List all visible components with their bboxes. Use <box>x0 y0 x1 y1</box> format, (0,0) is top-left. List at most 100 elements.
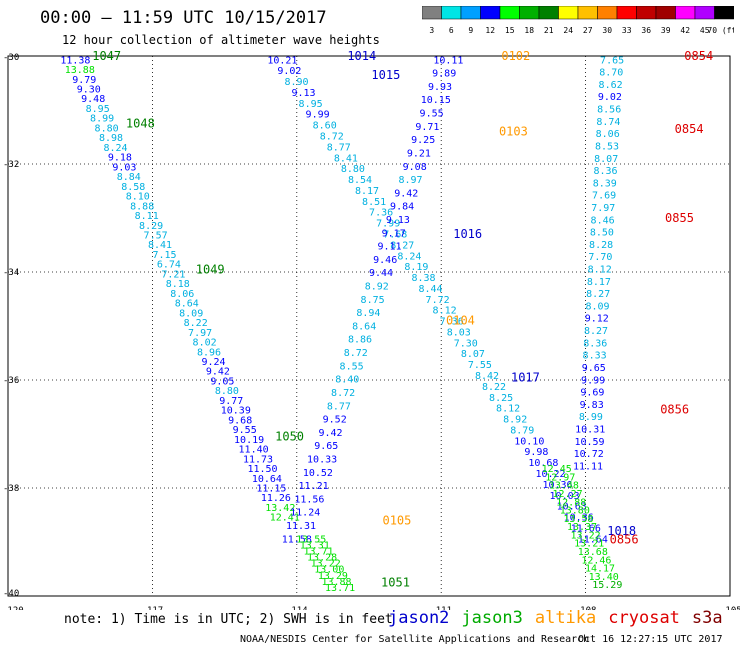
wave-height-label: 10.31 <box>575 425 605 436</box>
scale-tick-label: 33 <box>622 26 632 35</box>
wave-height-label: 13.37 <box>567 522 597 533</box>
wave-height-label: 13.88 <box>321 577 351 588</box>
wave-height-label: 8.07 <box>461 349 485 360</box>
x-tick-label: -105 <box>720 606 740 610</box>
wave-height-label: 10.19 <box>234 435 264 446</box>
wave-height-label: 8.77 <box>327 142 351 153</box>
wave-height-label: 7.36 <box>369 208 393 219</box>
wave-height-label: 8.24 <box>397 251 421 262</box>
wave-height-label: 8.19 <box>404 262 428 273</box>
wave-height-label: 8.12 <box>588 265 612 276</box>
wave-height-label: 8.40 <box>335 375 359 386</box>
wave-height-label: 9.79 <box>72 75 96 86</box>
wave-height-label: 15.29 <box>592 580 622 591</box>
wave-height-label: 8.12 <box>496 404 520 415</box>
pass-time-label: 0854 <box>675 122 704 136</box>
wave-height-label: 8.80 <box>95 123 119 134</box>
wave-height-label: 11.31 <box>286 521 316 532</box>
wave-height-label: 9.55 <box>420 109 444 120</box>
wave-height-label: 12.97 <box>545 472 575 483</box>
wave-height-label: 9.65 <box>582 363 606 374</box>
wave-height-label: 9.13 <box>291 88 315 99</box>
pass-time-label: 0855 <box>665 211 694 225</box>
pass-time-label: 1016 <box>453 227 482 241</box>
wave-height-label: 8.97 <box>398 175 422 186</box>
wave-height-label: 12.88 <box>556 497 586 508</box>
wave-height-label: 13.68 <box>578 547 608 558</box>
wave-height-label: 8.96 <box>197 347 221 358</box>
wave-height-label: 8.60 <box>313 121 337 132</box>
pass-time-label: 1050 <box>275 430 304 444</box>
scale-tick-label: 21 <box>544 26 554 35</box>
wave-height-label: 12.27 <box>553 489 583 500</box>
wave-height-label: 11.24 <box>290 508 320 519</box>
wave-height-label: 11.56 <box>294 494 324 505</box>
wave-height-label: 13.48 <box>549 481 579 492</box>
y-tick-label: -40 <box>3 589 19 599</box>
wave-height-label: 9.42 <box>206 367 230 378</box>
wave-height-label: 8.39 <box>593 178 617 189</box>
legend-item-jason2: jason2 <box>388 608 450 628</box>
wave-height-label: 7.57 <box>144 231 168 242</box>
wave-height-label: 13.00 <box>314 565 344 576</box>
x-tick-label: -120 <box>2 606 24 610</box>
wave-height-label: 8.92 <box>365 282 389 293</box>
wave-height-label: 8.94 <box>356 308 380 319</box>
wave-height-label: 7.99 <box>376 219 400 230</box>
x-tick-label: -117 <box>142 606 164 610</box>
wave-height-label: 11.38 <box>60 55 90 66</box>
wave-height-label: 13.71 <box>325 583 355 594</box>
wave-height-label: 13.40 <box>589 572 619 583</box>
plot-area: -117 -114 -111 -108 -120 -105 -32 -34 -36 -38 -30 -… <box>2 49 740 610</box>
wave-height-label: 8.77 <box>327 401 351 412</box>
wave-height-label: 8.17 <box>355 186 379 197</box>
wave-height-label: 10.10 <box>514 436 544 447</box>
wave-height-label: 8.09 <box>585 301 609 312</box>
wave-height-label: 12.46 <box>581 555 611 566</box>
wave-height-label: 13.31 <box>300 540 330 551</box>
wave-height-label: 7.70 <box>588 252 612 263</box>
wave-height-label: 8.10 <box>126 192 150 203</box>
wave-height-label: 8.36 <box>593 166 617 177</box>
wave-height-label: 10.11 <box>433 55 463 66</box>
wave-height-label: 11.64 <box>578 534 608 545</box>
wave-height-label: 9.55 <box>233 425 257 436</box>
wave-height-label: 8.41 <box>148 240 172 251</box>
wave-height-label: 9.71 <box>415 122 439 133</box>
wave-height-label: 9.02 <box>598 92 622 103</box>
timestamp-text: Oct 16 12:27:15 UTC 2017 <box>578 634 723 645</box>
wave-height-label: 13.29 <box>318 571 348 582</box>
wave-height-label: 13.58 <box>563 514 593 525</box>
wave-height-label: 11.11 <box>573 461 603 472</box>
wave-height-label: 7.72 <box>426 295 450 306</box>
wave-height-label: 8.58 <box>121 182 145 193</box>
wave-height-label: 7.97 <box>591 203 615 214</box>
wave-height-label: 9.25 <box>411 135 435 146</box>
legend-item-s3a: s3a <box>691 608 723 628</box>
pass-time-label: 0854 <box>684 49 713 63</box>
wave-height-label: 8.27 <box>584 326 608 337</box>
wave-height-label: 13.80 <box>560 506 590 517</box>
wave-height-label: 11.73 <box>243 454 273 465</box>
wave-height-label: 13.22 <box>311 559 341 570</box>
y-tick-label: -38 <box>3 484 19 494</box>
legend-item-cryosat: cryosat <box>608 608 680 628</box>
wave-height-label: 9.42 <box>394 188 418 199</box>
wave-height-label: 13.55 <box>296 534 326 545</box>
wave-height-label: 7.55 <box>468 360 492 371</box>
wave-height-label: 9.12 <box>585 314 609 325</box>
wave-height-label: 8.72 <box>320 132 344 143</box>
wave-height-label: 9.44 <box>369 268 393 279</box>
wave-height-label: 8.41 <box>334 153 358 164</box>
wave-height-label: 8.84 <box>117 172 141 183</box>
wave-height-label: 9.30 <box>77 85 101 96</box>
wave-height-label: 8.29 <box>139 221 163 232</box>
wave-height-label: 8.99 <box>579 412 603 423</box>
credit-text: NOAA/NESDIS Center for Satellite Applica… <box>240 634 590 645</box>
wave-height-label: 6.74 <box>157 260 181 271</box>
pass-time-label: 1018 <box>607 524 636 538</box>
wave-height-label: 9.65 <box>314 441 338 452</box>
pass-time-label: 0105 <box>382 513 411 527</box>
wave-height-label: 11.21 <box>299 481 329 492</box>
